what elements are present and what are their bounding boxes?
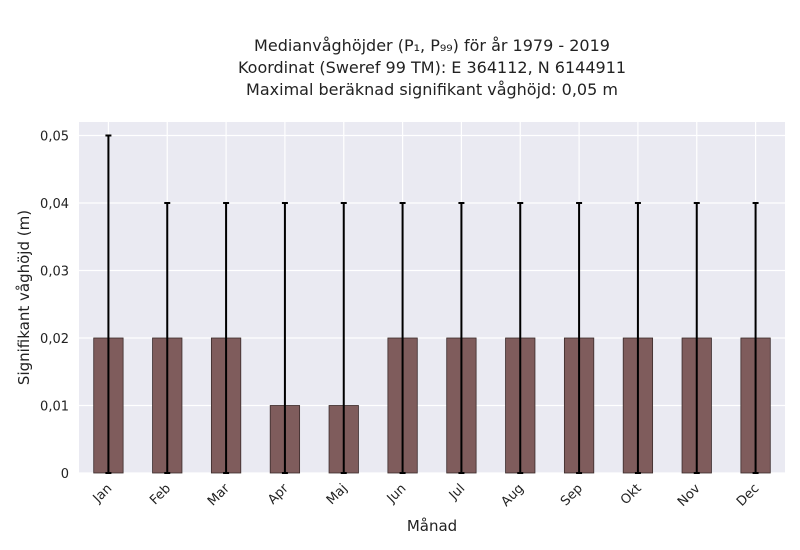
title-line: Medianvåghöjder (P₁, P₉₉) för år 1979 - … [254, 36, 610, 55]
x-tick-label: Nov [675, 481, 704, 510]
x-tick-label: Okt [618, 481, 645, 508]
error-bar-apr [281, 202, 288, 474]
error-bar-dec [752, 202, 759, 474]
x-tick-label: Maj [324, 481, 351, 508]
error-bar-jun [399, 202, 406, 474]
y-axis-ticks: 0 0,01 0,02 0,03 0,04 0,05 [40, 130, 69, 483]
error-bar-sep [576, 202, 583, 474]
x-tick-label: Feb [147, 481, 174, 508]
y-tick-label: 0,01 [40, 400, 69, 415]
title-line: Maximal beräknad signifikant våghöjd: 0,… [246, 80, 618, 99]
y-tick-label: 0,05 [40, 130, 69, 145]
error-bar-maj [340, 202, 347, 474]
y-tick-label: 0,04 [40, 197, 69, 212]
x-tick-label: Dec [734, 481, 762, 509]
error-bar-jan [105, 134, 112, 474]
error-bar-nov [693, 202, 700, 474]
y-tick-label: 0,03 [40, 265, 69, 280]
chart-title: Medianvåghöjder (P₁, P₉₉) för år 1979 - … [238, 36, 626, 99]
error-bar-mar [223, 202, 230, 474]
x-tick-label: Jul [446, 481, 468, 503]
x-tick-label: Mar [205, 481, 233, 509]
x-tick-label: Apr [265, 481, 292, 508]
x-tick-label: Jun [384, 481, 410, 507]
y-axis-label: Signifikant våghöjd (m) [15, 210, 33, 385]
x-axis-label: Månad [407, 517, 457, 535]
error-bar-feb [164, 202, 171, 474]
error-bar-okt [634, 202, 641, 474]
error-bar-jul [458, 202, 465, 474]
error-bars [105, 134, 759, 474]
y-tick-label: 0,02 [40, 332, 69, 347]
x-tick-label: Aug [499, 481, 528, 510]
error-bar-aug [517, 202, 524, 474]
x-tick-label: Jan [90, 481, 115, 506]
x-axis-ticks: Jan Feb Mar Apr Maj Jun Jul Aug Sep Okt Nov Dec [90, 481, 763, 510]
y-tick-label: 0 [61, 467, 69, 482]
title-line: Koordinat (Sweref 99 TM): E 364112, N 61… [238, 58, 626, 77]
plot-area [79, 122, 785, 473]
x-tick-label: Sep [558, 481, 586, 509]
